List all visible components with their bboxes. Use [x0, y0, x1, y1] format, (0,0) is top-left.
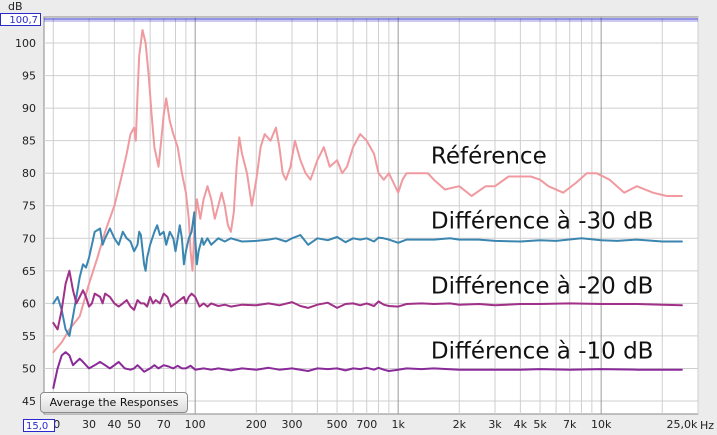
average-responses-button[interactable]: Average the Responses	[40, 392, 188, 413]
x-axis-ticks: 20304050701002003005007001k2k3k4k5k7k10k…	[46, 418, 698, 431]
x-tick-label: 500	[327, 418, 348, 431]
y-tick-label: 95	[22, 70, 36, 83]
series-annotation: Différence à -30 dB	[431, 209, 654, 235]
x-tick-label: 4k	[514, 418, 528, 431]
y-tick-label: 50	[22, 362, 36, 375]
series-annotations: Référence Différence à -30 dB Différence à…	[431, 143, 654, 364]
x-tick-label: 70	[157, 418, 171, 431]
x-tick-label: 5k	[533, 418, 547, 431]
x-tick-label: 25,0k	[666, 418, 697, 431]
y-tick-label: 75	[22, 200, 36, 213]
y-tick-label: 80	[22, 167, 36, 180]
x-tick-label: 7k	[563, 418, 577, 431]
y-tick-label: 60	[22, 297, 36, 310]
series-annotation: Référence	[431, 143, 547, 169]
y-min-range-box[interactable]: 15,0	[23, 419, 55, 432]
y-tick-label: 100	[15, 37, 36, 50]
y-tick-label: 65	[22, 265, 36, 278]
y-tick-label: 70	[22, 232, 36, 245]
series-line	[52, 211, 683, 337]
x-tick-label: 40	[107, 418, 121, 431]
y-tick-label: 85	[22, 135, 36, 148]
x-tick-label: 2k	[453, 418, 467, 431]
series-line	[52, 351, 683, 389]
y-tick-label: 90	[22, 102, 36, 115]
x-tick-label: 50	[127, 418, 141, 431]
series-line	[52, 29, 683, 354]
x-tick-label: 3k	[488, 418, 502, 431]
x-tick-label: 200	[246, 418, 267, 431]
series-lines	[52, 29, 683, 389]
x-tick-label: 30	[82, 418, 96, 431]
x-tick-label: 700	[356, 418, 377, 431]
series-line	[52, 269, 683, 331]
x-tick-label: 300	[282, 418, 303, 431]
x-tick-label: 10k	[591, 418, 612, 431]
series-annotation: Différence à -20 dB	[431, 274, 654, 300]
y-tick-label: 45	[22, 395, 36, 408]
plot-area	[43, 16, 699, 415]
y-tick-label: 55	[22, 330, 36, 343]
x-axis-unit-label: Hz	[700, 419, 714, 432]
x-tick-label: 100	[185, 418, 206, 431]
y-axis-unit-label: dB	[8, 0, 23, 13]
series-annotation: Différence à -10 dB	[431, 339, 654, 365]
x-tick-label: 1k	[391, 418, 405, 431]
y-max-range-box[interactable]: 100,7	[0, 13, 41, 26]
y-axis-ticks: 45 50 55 60 65 70 75 80 85 90 95 100	[15, 37, 36, 408]
